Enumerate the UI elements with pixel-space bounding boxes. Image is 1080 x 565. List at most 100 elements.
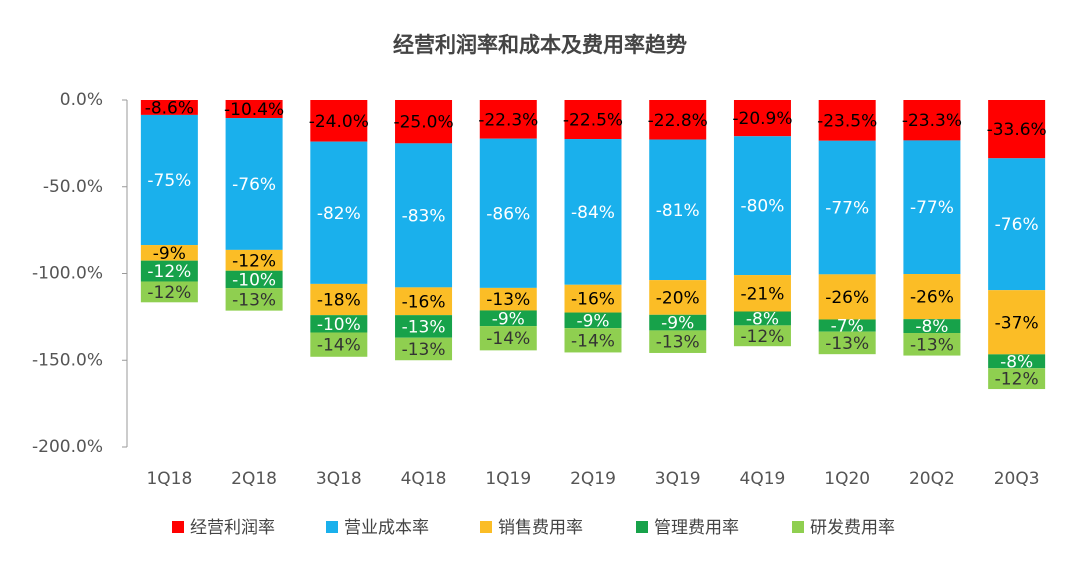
bar-segment xyxy=(310,283,368,316)
x-tick-label: 1Q19 xyxy=(485,469,531,489)
x-tick-label: 1Q18 xyxy=(146,469,192,489)
bar-segment xyxy=(395,100,453,144)
data-label: -7% xyxy=(831,317,864,337)
data-label: -8.6% xyxy=(145,98,194,118)
data-label: -12% xyxy=(740,327,784,347)
bar-segment xyxy=(140,245,198,261)
data-label: -13% xyxy=(402,340,446,360)
legend-label: 经营利润率 xyxy=(190,518,275,538)
data-label: -24.0% xyxy=(309,112,369,132)
data-label: -25.0% xyxy=(393,113,453,133)
bar-segment xyxy=(988,354,1046,369)
data-label: -77% xyxy=(825,199,869,219)
data-label: -23.3% xyxy=(902,111,962,131)
chart-title: 经营利润率和成本及费用率趋势 xyxy=(393,33,687,57)
y-tick-label: -100.0% xyxy=(32,264,103,284)
data-label: -77% xyxy=(910,198,954,218)
data-label: -20.9% xyxy=(732,109,792,129)
data-label: -75% xyxy=(147,171,191,191)
data-label: -10.4% xyxy=(224,100,284,120)
bar-segment xyxy=(733,325,791,347)
bar-segment xyxy=(310,100,368,142)
bar-segment xyxy=(479,326,537,351)
bar-segment xyxy=(564,100,622,140)
legend-label: 营业成本率 xyxy=(344,518,429,538)
bar-segment xyxy=(988,158,1046,291)
bar-segment xyxy=(140,114,198,246)
x-tick-label: 3Q18 xyxy=(316,469,362,489)
data-label: -13% xyxy=(656,333,700,353)
bar-segment xyxy=(225,288,283,311)
bar-segment xyxy=(988,290,1046,355)
data-label: -26% xyxy=(825,288,869,308)
bar-segment xyxy=(649,314,707,331)
bar-segment xyxy=(225,249,283,271)
x-tick-label: 20Q3 xyxy=(994,469,1040,489)
bar-segment xyxy=(903,333,961,356)
bar-segment xyxy=(903,140,961,275)
bar-segment xyxy=(479,100,537,139)
data-label: -20% xyxy=(656,288,700,308)
bar-segment xyxy=(564,284,622,313)
bar-segment xyxy=(903,319,961,334)
data-label: -76% xyxy=(232,175,276,195)
data-label: -9% xyxy=(153,244,186,264)
data-label: -14% xyxy=(486,329,530,349)
legend-swatch xyxy=(636,521,648,533)
y-tick-label: -150.0% xyxy=(32,350,103,370)
bar-segment xyxy=(733,275,791,312)
bar-segment xyxy=(903,100,961,141)
y-tick-label: 0.0% xyxy=(60,90,103,110)
x-tick-label: 20Q2 xyxy=(909,469,955,489)
data-label: -23.5% xyxy=(817,111,877,131)
data-label: -9% xyxy=(576,311,609,331)
bar-segment xyxy=(310,141,368,284)
bar-segment xyxy=(310,315,368,333)
bar-segment xyxy=(818,331,876,355)
data-label: -84% xyxy=(571,203,615,223)
data-label: -37% xyxy=(995,313,1039,333)
x-tick-label: 3Q19 xyxy=(655,469,701,489)
data-label: -26% xyxy=(910,288,954,308)
bar-segment xyxy=(564,139,622,285)
bar-segment xyxy=(140,100,198,115)
data-label: -12% xyxy=(232,251,276,271)
data-label: -9% xyxy=(661,314,694,334)
data-label: -82% xyxy=(317,204,361,224)
legend-label: 研发费用率 xyxy=(810,518,895,538)
data-label: -12% xyxy=(147,283,191,303)
bar-segment xyxy=(225,100,283,119)
data-label: -22.3% xyxy=(478,110,538,130)
bar-segment xyxy=(395,143,453,288)
data-label: -8% xyxy=(1000,352,1033,372)
legend-swatch xyxy=(172,521,184,533)
legend-label: 销售费用率 xyxy=(498,518,583,538)
data-label: -21% xyxy=(740,284,784,304)
y-tick-label: -50.0% xyxy=(43,177,103,197)
bar-segment xyxy=(479,310,537,327)
bar-segment xyxy=(479,138,537,288)
bar-segment xyxy=(733,136,791,276)
bar-segment xyxy=(140,281,198,303)
bar-segment xyxy=(140,260,198,282)
data-label: -8% xyxy=(915,317,948,337)
bar-segment xyxy=(818,140,876,275)
bar-segment xyxy=(818,274,876,320)
data-label: -33.6% xyxy=(987,120,1047,140)
data-label: -22.5% xyxy=(563,111,623,131)
data-label: -13% xyxy=(910,335,954,355)
bar-segment xyxy=(818,100,876,141)
data-label: -14% xyxy=(571,331,615,351)
data-label: -13% xyxy=(402,317,446,337)
x-tick-label: 1Q20 xyxy=(824,469,870,489)
data-label: -12% xyxy=(995,370,1039,390)
data-label: -12% xyxy=(147,262,191,282)
data-label: -10% xyxy=(317,315,361,335)
bar-segment xyxy=(310,332,368,357)
bar-segment xyxy=(564,328,622,353)
legend-swatch xyxy=(326,521,338,533)
bar-segment xyxy=(225,270,283,289)
bar-segment xyxy=(903,274,961,320)
data-label: -8% xyxy=(746,309,779,329)
